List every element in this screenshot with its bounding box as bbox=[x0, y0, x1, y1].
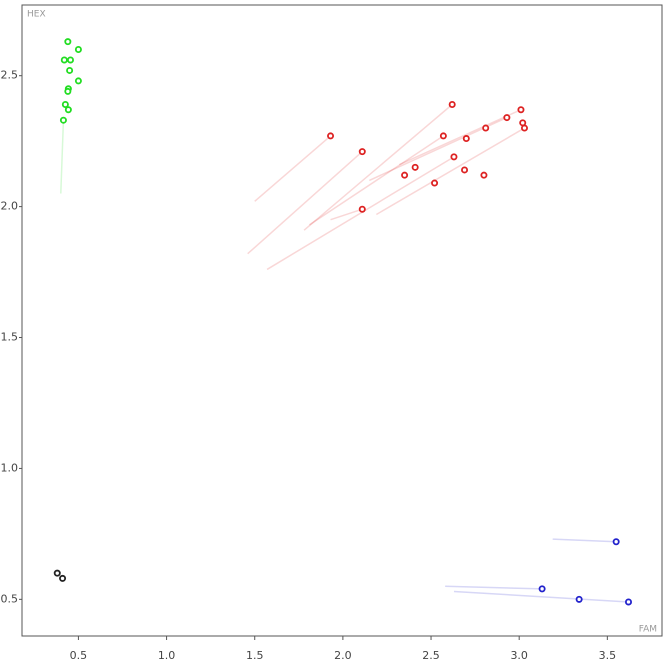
point bbox=[59, 116, 67, 124]
trail bbox=[445, 585, 543, 590]
point bbox=[64, 38, 72, 46]
y-axis-title: HEX bbox=[27, 10, 46, 20]
point bbox=[431, 179, 439, 187]
x-tick-label: 3.5 bbox=[599, 649, 617, 662]
point bbox=[448, 100, 456, 108]
trail bbox=[398, 109, 522, 166]
point bbox=[612, 538, 620, 546]
point bbox=[74, 77, 82, 85]
y-tick-label: 2.0 bbox=[1, 200, 19, 213]
point bbox=[625, 598, 633, 606]
trail bbox=[254, 135, 332, 202]
point bbox=[411, 163, 419, 171]
trail bbox=[308, 135, 444, 226]
y-tick-label: 2.5 bbox=[1, 69, 19, 82]
point bbox=[60, 56, 68, 64]
point bbox=[401, 171, 409, 179]
point bbox=[439, 132, 447, 140]
point bbox=[66, 66, 74, 74]
point bbox=[61, 100, 69, 108]
x-tick-label: 3.0 bbox=[510, 649, 528, 662]
point bbox=[64, 87, 72, 95]
trail bbox=[266, 156, 455, 271]
point bbox=[53, 569, 61, 577]
trail bbox=[552, 538, 617, 543]
y-tick-label: 0.5 bbox=[1, 592, 19, 605]
y-tick-label: 1.5 bbox=[1, 331, 19, 344]
trail bbox=[330, 208, 363, 221]
trail bbox=[303, 103, 453, 231]
point bbox=[327, 132, 335, 140]
point bbox=[538, 585, 546, 593]
trail bbox=[247, 151, 363, 255]
point bbox=[575, 595, 583, 603]
point bbox=[517, 106, 525, 114]
x-tick-label: 1.5 bbox=[246, 649, 264, 662]
point bbox=[480, 171, 488, 179]
point bbox=[64, 106, 72, 114]
point bbox=[503, 114, 511, 122]
point bbox=[450, 153, 458, 161]
x-tick-label: 2.0 bbox=[334, 649, 352, 662]
point bbox=[520, 124, 528, 132]
point bbox=[461, 166, 469, 174]
x-tick-label: 2.5 bbox=[422, 649, 440, 662]
trail bbox=[453, 590, 629, 603]
x-tick-label: 1.0 bbox=[158, 649, 176, 662]
plot-frame bbox=[21, 4, 663, 637]
y-tick-label: 1.0 bbox=[1, 461, 19, 474]
x-tick-label: 0.5 bbox=[70, 649, 88, 662]
point bbox=[462, 135, 470, 143]
point bbox=[59, 574, 67, 582]
point bbox=[358, 148, 366, 156]
trail bbox=[60, 120, 65, 194]
point bbox=[482, 124, 490, 132]
trail bbox=[376, 127, 525, 216]
point bbox=[74, 46, 82, 54]
point bbox=[358, 205, 366, 213]
point bbox=[66, 56, 74, 64]
x-axis-title: FAM bbox=[639, 625, 657, 635]
